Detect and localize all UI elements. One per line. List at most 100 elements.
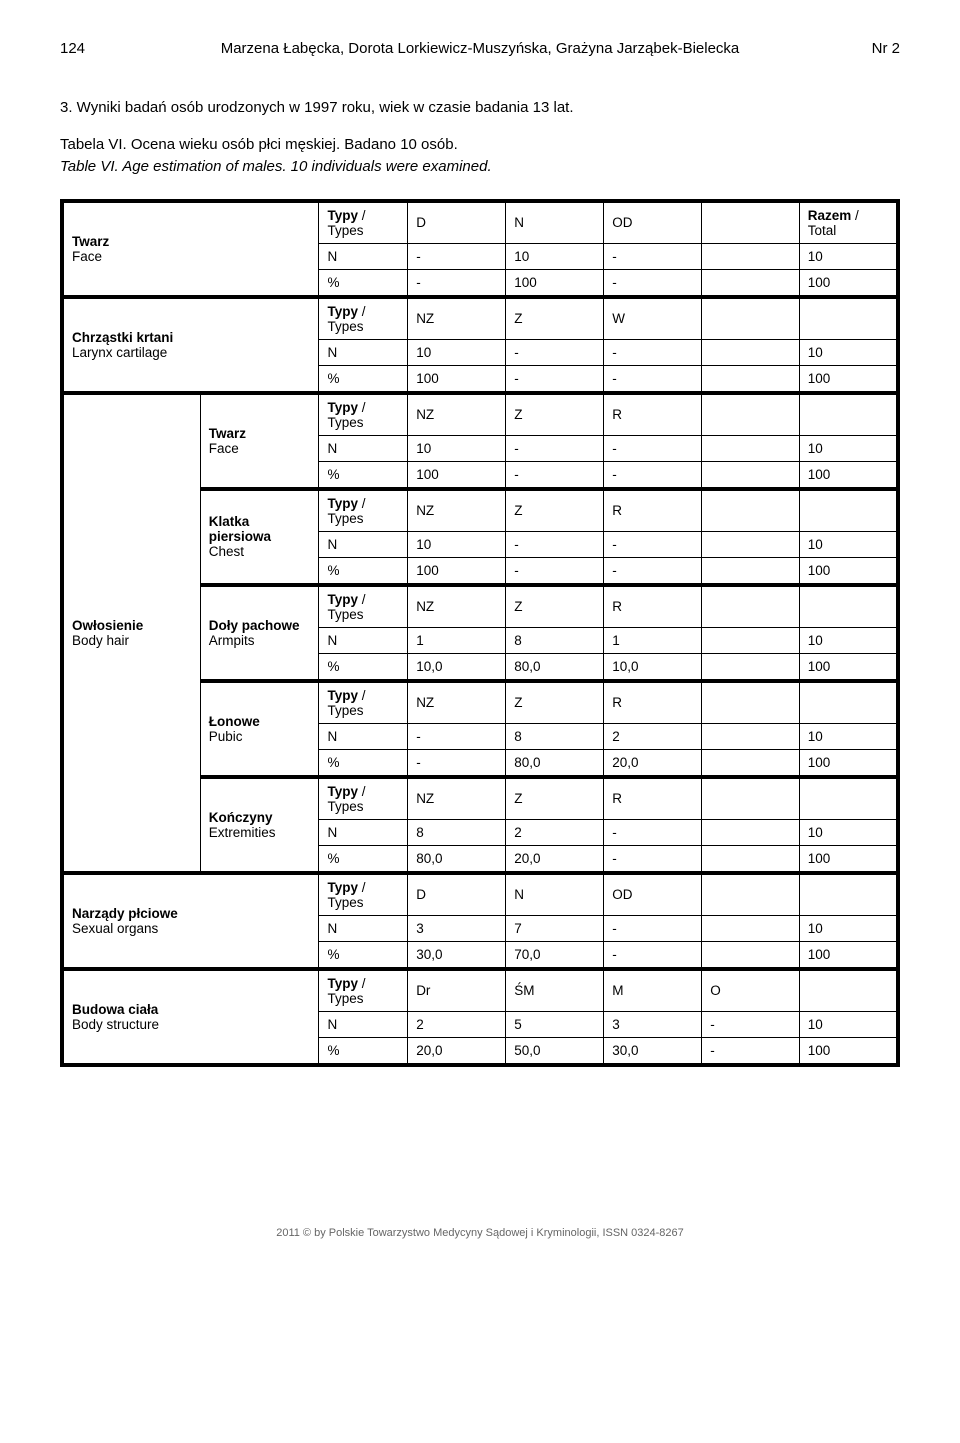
cell: 8	[506, 723, 604, 749]
table-row: Budowa ciałaBody structureTypy / TypesDr…	[62, 969, 898, 1012]
cell: M	[604, 969, 702, 1012]
cell	[702, 461, 799, 489]
cell-total: 10	[799, 723, 898, 749]
page: 124 Marzena Łabęcka, Dorota Lorkiewicz-M…	[0, 0, 960, 1269]
cell	[702, 365, 799, 393]
running-header: 124 Marzena Łabęcka, Dorota Lorkiewicz-M…	[60, 40, 900, 57]
cell-total: 100	[799, 557, 898, 585]
cell: -	[408, 269, 506, 297]
caption-line-3: Table VI. Age estimation of males. 10 in…	[60, 156, 900, 179]
row-key: N	[319, 627, 408, 653]
cell: NZ	[408, 297, 506, 340]
cell-total	[799, 969, 898, 1012]
cell: -	[408, 243, 506, 269]
caption-block: 3. Wyniki badań osób urodzonych w 1997 r…	[60, 97, 900, 179]
cell-total: 10	[799, 819, 898, 845]
cell: -	[604, 461, 702, 489]
cell: 10	[506, 243, 604, 269]
cell: 80,0	[506, 653, 604, 681]
table-row: OwłosienieBody hairTwarzFaceTypy / Types…	[62, 393, 898, 436]
cell-total: 10	[799, 627, 898, 653]
cell	[702, 297, 799, 340]
cell: D	[408, 201, 506, 244]
cell: 20,0	[506, 845, 604, 873]
row-key: Typy / Types	[319, 201, 408, 244]
cell: -	[604, 941, 702, 969]
cell: 7	[506, 915, 604, 941]
cell-total: Razem / Total	[799, 201, 898, 244]
cell: -	[506, 365, 604, 393]
cell: 2	[506, 819, 604, 845]
cell: 100	[506, 269, 604, 297]
row-key: N	[319, 1011, 408, 1037]
cell	[702, 941, 799, 969]
cell-total	[799, 393, 898, 436]
row-key: %	[319, 557, 408, 585]
cell: Dr	[408, 969, 506, 1012]
page-number-left: 124	[60, 40, 120, 57]
cell-total: 100	[799, 749, 898, 777]
cell: D	[408, 873, 506, 916]
cell: -	[604, 819, 702, 845]
group-sublabel: KończynyExtremities	[200, 777, 319, 873]
cell: R	[604, 681, 702, 724]
row-key: Typy / Types	[319, 969, 408, 1012]
cell	[702, 627, 799, 653]
cell	[702, 557, 799, 585]
row-key: Typy / Types	[319, 393, 408, 436]
cell: R	[604, 585, 702, 628]
cell	[702, 653, 799, 681]
cell: 2	[408, 1011, 506, 1037]
cell-total: 10	[799, 915, 898, 941]
cell	[702, 819, 799, 845]
cell: W	[604, 297, 702, 340]
cell	[702, 777, 799, 820]
cell	[702, 393, 799, 436]
group-label-left: OwłosienieBody hair	[62, 393, 200, 873]
cell: 80,0	[408, 845, 506, 873]
cell: NZ	[408, 681, 506, 724]
cell: 10	[408, 339, 506, 365]
cell-total: 10	[799, 339, 898, 365]
cell: -	[506, 557, 604, 585]
cell: -	[408, 749, 506, 777]
cell-total: 10	[799, 1011, 898, 1037]
cell	[702, 845, 799, 873]
cell	[702, 585, 799, 628]
cell: R	[604, 777, 702, 820]
page-number-right: Nr 2	[840, 40, 900, 57]
cell-total: 100	[799, 365, 898, 393]
cell: NZ	[408, 393, 506, 436]
cell	[702, 681, 799, 724]
cell: O	[702, 969, 799, 1012]
row-key: N	[319, 531, 408, 557]
cell: -	[604, 339, 702, 365]
row-key: N	[319, 915, 408, 941]
cell	[702, 201, 799, 244]
table-row: TwarzFaceTypy / TypesDNODRazem / Total	[62, 201, 898, 244]
group-label: Narządy płcioweSexual organs	[62, 873, 319, 969]
cell: R	[604, 393, 702, 436]
caption-line-1: 3. Wyniki badań osób urodzonych w 1997 r…	[60, 97, 900, 120]
row-key: %	[319, 749, 408, 777]
row-key: N	[319, 243, 408, 269]
data-table: TwarzFaceTypy / TypesDNODRazem / TotalN-…	[60, 199, 900, 1067]
cell-total	[799, 489, 898, 532]
cell	[702, 339, 799, 365]
cell: -	[702, 1037, 799, 1065]
cell	[702, 435, 799, 461]
row-key: %	[319, 461, 408, 489]
group-sublabel: ŁonowePubic	[200, 681, 319, 777]
cell: -	[604, 915, 702, 941]
cell: 100	[408, 557, 506, 585]
cell: Z	[506, 681, 604, 724]
cell	[702, 915, 799, 941]
cell-total: 100	[799, 1037, 898, 1065]
cell-total	[799, 297, 898, 340]
cell: NZ	[408, 585, 506, 628]
cell: 1	[604, 627, 702, 653]
row-key: Typy / Types	[319, 585, 408, 628]
cell	[702, 269, 799, 297]
cell: 10,0	[604, 653, 702, 681]
group-label: Chrząstki krtaniLarynx cartilage	[62, 297, 319, 393]
